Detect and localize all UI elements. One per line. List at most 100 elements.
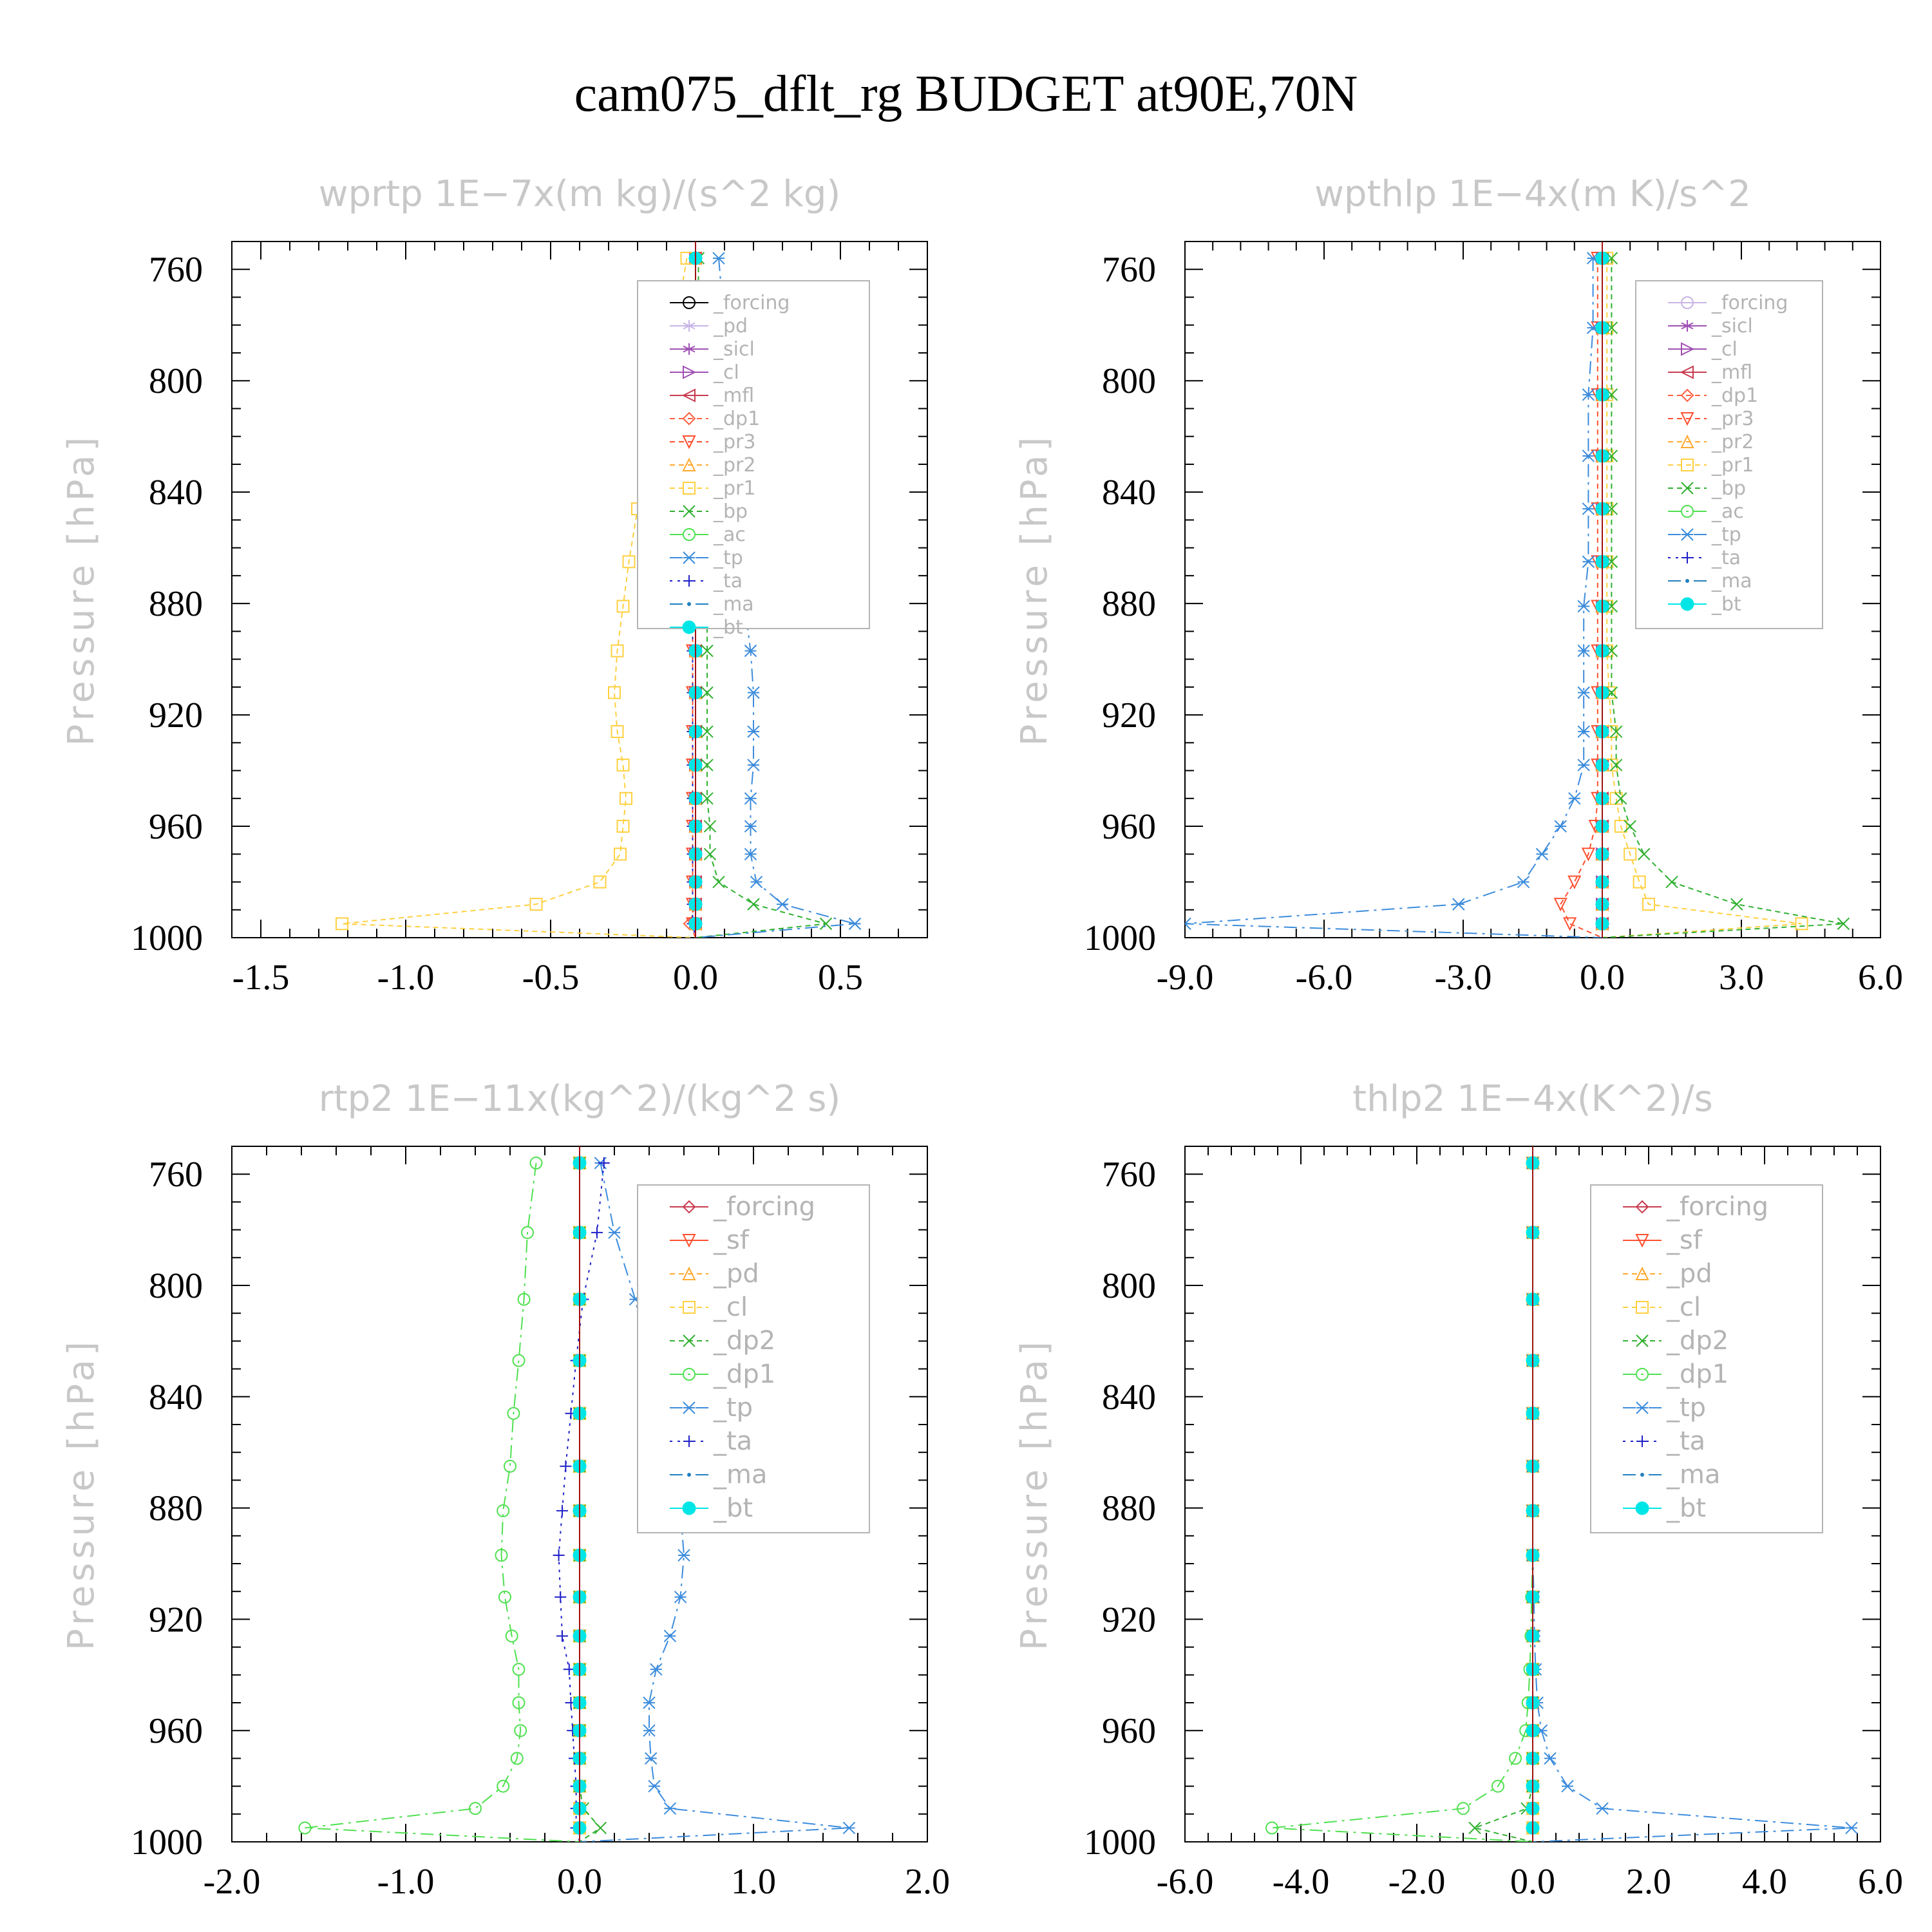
data-point [556, 1504, 568, 1517]
legend-label: _bt [1666, 1493, 1706, 1523]
series-line [1185, 258, 1603, 938]
data-point [495, 1549, 508, 1562]
y-tick-label: 1000 [131, 918, 203, 958]
series-line [305, 1162, 580, 1842]
data-point [677, 1549, 690, 1562]
data-point [1582, 450, 1595, 462]
legend-label: _pr2 [713, 454, 755, 477]
data-point [1562, 917, 1577, 931]
data-point [1795, 917, 1808, 931]
legend-box [637, 280, 870, 629]
legend-item: _bt [1668, 593, 1741, 616]
data-point [512, 1354, 526, 1367]
legend-label: _dp1 [713, 1359, 775, 1389]
data-point [1665, 875, 1678, 889]
legend-label: _pd [1666, 1259, 1712, 1289]
y-tick-label: 920 [1102, 1600, 1156, 1640]
x-tick-label: -1.5 [232, 958, 290, 998]
legend-item: _dp1 [670, 408, 760, 430]
x-tick-label: 0.5 [818, 958, 863, 998]
data-point [842, 1821, 856, 1835]
x-tick-label: -6.0 [1296, 958, 1353, 998]
data-point [1185, 917, 1191, 931]
data-point [616, 758, 630, 772]
legend-label: _tp [713, 547, 743, 569]
data-point [1730, 898, 1743, 911]
legend-label: _sicl [1711, 315, 1753, 337]
legend-item: _sicl [670, 338, 755, 361]
data-point [744, 644, 757, 658]
legend-label: _ma [1666, 1460, 1720, 1490]
series-line [558, 1162, 605, 1842]
legend-item: _tp [1668, 524, 1741, 546]
data-point [336, 917, 348, 931]
data-point [1582, 388, 1595, 401]
legend-label: _pr2 [1711, 431, 1754, 453]
data-point [611, 725, 624, 739]
y-tick-label: 760 [149, 250, 203, 290]
y-axis-label: Pressure [hPa] [61, 1338, 102, 1651]
data-point [643, 1696, 656, 1709]
legend-label: _bp [713, 500, 748, 523]
legend-label: _ac [1711, 500, 1744, 523]
data-point [512, 1696, 526, 1709]
legend-label: _dp1 [1666, 1359, 1728, 1389]
data-point [1614, 820, 1627, 833]
legend-item: _dp2 [670, 1326, 775, 1356]
legend-item: _ta [1668, 547, 1741, 569]
series-line [1602, 258, 1802, 938]
legend-label: _ma [713, 1460, 767, 1490]
legend-label: _cl [1666, 1293, 1701, 1322]
data-point [598, 1157, 610, 1169]
legend-item: _bp [670, 500, 748, 523]
y-tick-label: 880 [1102, 584, 1156, 624]
series-dp2 [1468, 1157, 1539, 1842]
data-point [1609, 759, 1623, 772]
data-point [776, 898, 789, 911]
legend-label: _ma [713, 593, 754, 616]
legend-label: _tp [1666, 1393, 1706, 1423]
series-line [1472, 1162, 1533, 1842]
legend-item: _ma [1623, 1460, 1720, 1490]
legend-item: _bp [1668, 477, 1746, 500]
legend-label: _ma [1711, 570, 1752, 592]
panel-3: rtp2 1E−11x(kg^2)/(kg^2 s) Pressure [hPa]… [61, 1078, 950, 1902]
legend-item: _sf [670, 1226, 750, 1255]
legend-item: _forcing [670, 1192, 815, 1222]
legend-item: _bt [670, 616, 743, 639]
data-point [701, 759, 714, 772]
legend-item: _ta [1623, 1426, 1705, 1456]
data-point [1554, 820, 1567, 833]
legend-item: _ta [670, 1426, 752, 1456]
data-point [1577, 686, 1590, 699]
data-point [1615, 792, 1627, 805]
data-point [1568, 792, 1581, 805]
data-point [1567, 875, 1582, 889]
data-point [1535, 848, 1549, 860]
legend-label: _mfl [713, 384, 754, 407]
legend-item: _forcing [1623, 1192, 1768, 1222]
y-tick-label: 880 [1102, 1489, 1156, 1529]
data-point [744, 820, 757, 833]
legend-label: _tp [1711, 524, 1741, 546]
panel-title: wprtp 1E−7x(m kg)/(s^2 kg) [319, 173, 840, 215]
legend-item: _cl [1623, 1293, 1701, 1322]
data-point [747, 759, 760, 772]
legend-label: _ac [713, 524, 746, 546]
data-point [469, 1802, 482, 1815]
series-line [1602, 258, 1844, 938]
data-point [512, 1663, 526, 1676]
y-tick-label: 840 [149, 1378, 203, 1417]
legend: _forcing _sf _pd _cl _dp2_dp1 _tp_ta _ma_bt [1590, 1184, 1823, 1533]
panel-4: thlp2 1E−4x(K^2)/s Pressure [hPa] 760 800 84… [1014, 1078, 1903, 1902]
data-point [510, 1752, 524, 1765]
legend-label: _pd [713, 315, 748, 337]
series-dp1 [1265, 1156, 1539, 1842]
legend-label: _bt [713, 616, 743, 639]
legend-item: _cl [1668, 338, 1738, 361]
data-point [514, 1724, 527, 1738]
data-point [622, 555, 636, 569]
legend: _forcing_pd_sicl_cl_mfl_dp1_pr3_pr2_pr1_… [637, 280, 870, 639]
y-tick-label: 920 [149, 1600, 203, 1640]
